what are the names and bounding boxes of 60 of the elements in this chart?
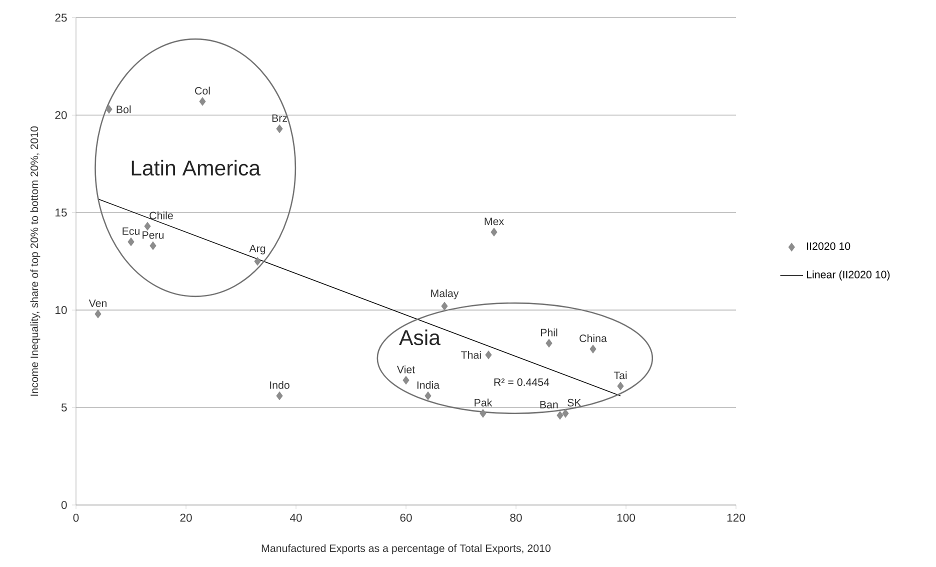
point bbox=[441, 302, 448, 311]
point bbox=[402, 376, 410, 385]
point bbox=[480, 409, 486, 418]
data-label: Ecu bbox=[122, 228, 140, 236]
x-tick-label: 80 bbox=[510, 514, 522, 522]
point bbox=[485, 350, 492, 360]
data-label: Thai bbox=[461, 351, 481, 359]
x-tick-label: 60 bbox=[400, 514, 412, 522]
point bbox=[590, 344, 596, 354]
point bbox=[254, 257, 261, 266]
point bbox=[424, 392, 432, 400]
legend-label: II2020 10 bbox=[807, 242, 850, 250]
x-axis-title: Manufactured Exports as a percentage of Total Exports, 2010 bbox=[262, 544, 551, 554]
data-label: India bbox=[417, 381, 440, 390]
data-label: Viet bbox=[396, 366, 416, 374]
x-tick-label: 20 bbox=[180, 514, 192, 522]
data-label: Col bbox=[195, 86, 210, 95]
data-label: Chile bbox=[150, 212, 173, 220]
data-label: Malay bbox=[431, 289, 459, 300]
point bbox=[562, 409, 569, 418]
data-label: Tai bbox=[614, 371, 627, 380]
point bbox=[150, 242, 156, 250]
data-label: Ban bbox=[540, 401, 558, 409]
point bbox=[490, 228, 498, 237]
y-axis-title: Income Inequality, share of top 20% to bottom 20%, 2010 bbox=[30, 126, 40, 396]
point bbox=[94, 310, 102, 318]
x-tick-label: 120 bbox=[727, 514, 746, 522]
y-tick-label: 5 bbox=[61, 404, 67, 412]
data-label: SK bbox=[568, 399, 582, 407]
legend-label: Linear (II2020 10) bbox=[806, 270, 890, 281]
data-label: Mex bbox=[484, 218, 504, 226]
data-label: Arg bbox=[249, 245, 266, 255]
point bbox=[276, 124, 283, 134]
data-label: Pak bbox=[474, 398, 492, 407]
point bbox=[546, 339, 552, 348]
data-label: Brz bbox=[272, 114, 287, 122]
annotation: R² = 0.4454 bbox=[494, 378, 550, 386]
y-tick-label: 0 bbox=[61, 501, 67, 510]
annotation: Asia bbox=[399, 330, 440, 346]
point bbox=[617, 382, 624, 391]
annotation: Latin America bbox=[132, 160, 261, 176]
point bbox=[144, 222, 151, 231]
x-tick-label: 40 bbox=[290, 514, 302, 522]
point bbox=[106, 105, 112, 114]
data-label: Ven bbox=[88, 300, 107, 308]
point bbox=[556, 411, 564, 420]
data-label: China bbox=[580, 334, 607, 342]
x-tick-label: 100 bbox=[617, 514, 636, 522]
y-tick-label: 25 bbox=[55, 14, 67, 22]
x-tick-label: 0 bbox=[73, 514, 79, 522]
data-label: Bol bbox=[116, 106, 131, 114]
point bbox=[128, 238, 134, 246]
point bbox=[199, 97, 206, 106]
data-label: Indo bbox=[270, 381, 290, 390]
y-tick-label: 20 bbox=[55, 111, 67, 120]
y-tick-label: 10 bbox=[56, 306, 67, 314]
data-label: Phil bbox=[540, 328, 558, 336]
point bbox=[276, 392, 283, 400]
y-tick-label: 15 bbox=[56, 208, 67, 217]
data-label: Peru bbox=[142, 232, 164, 239]
